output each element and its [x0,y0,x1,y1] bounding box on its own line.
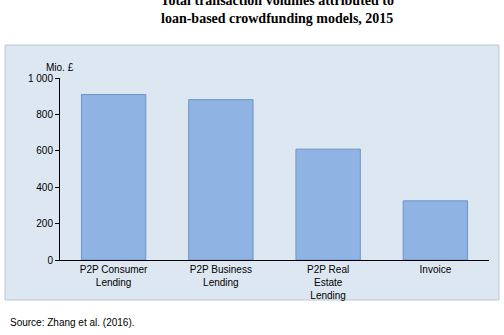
svg-text:800: 800 [36,109,53,120]
svg-text:200: 200 [36,218,53,229]
svg-text:Total transaction volumes attr: Total transaction volumes attributed tol… [160,0,394,26]
svg-text:0: 0 [47,255,53,266]
svg-text:400: 400 [36,182,53,193]
svg-text:Mio. £: Mio. £ [46,62,74,73]
svg-text:P2P BusinessLending: P2P BusinessLending [190,264,252,288]
svg-text:1 000: 1 000 [28,73,53,84]
svg-text:P2P ConsumerLending: P2P ConsumerLending [80,264,148,288]
svg-text:Source: Zhang et al. (2016).: Source: Zhang et al. (2016). [10,317,135,328]
svg-text:Invoice: Invoice [420,264,452,275]
svg-text:600: 600 [36,145,53,156]
svg-text:P2P RealEstateLending: P2P RealEstateLending [307,264,349,301]
